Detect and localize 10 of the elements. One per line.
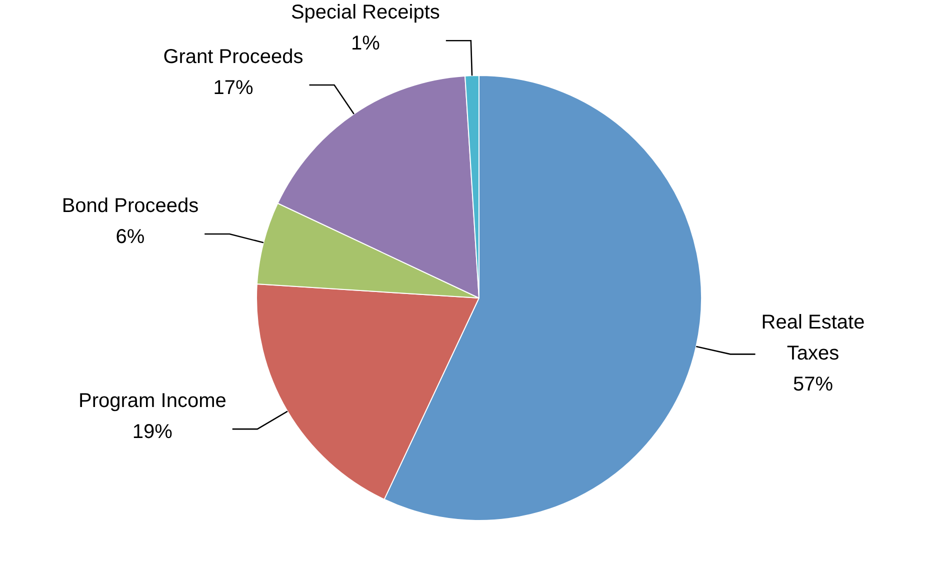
- slice-label: Special Receipts: [290, 2, 440, 24]
- slice-label: Program Income: [78, 390, 226, 412]
- data-label: 17%: [213, 77, 254, 100]
- slice-label: Real Estate Taxes: [761, 312, 865, 365]
- slice-label: Bond Proceeds: [62, 194, 199, 217]
- data-label: 57%: [792, 374, 834, 396]
- data-label: 19%: [132, 421, 173, 444]
- data-label: 6%: [116, 226, 145, 248]
- slice-label: Grant Proceeds: [163, 46, 304, 68]
- data-label: 1%: [350, 32, 380, 55]
